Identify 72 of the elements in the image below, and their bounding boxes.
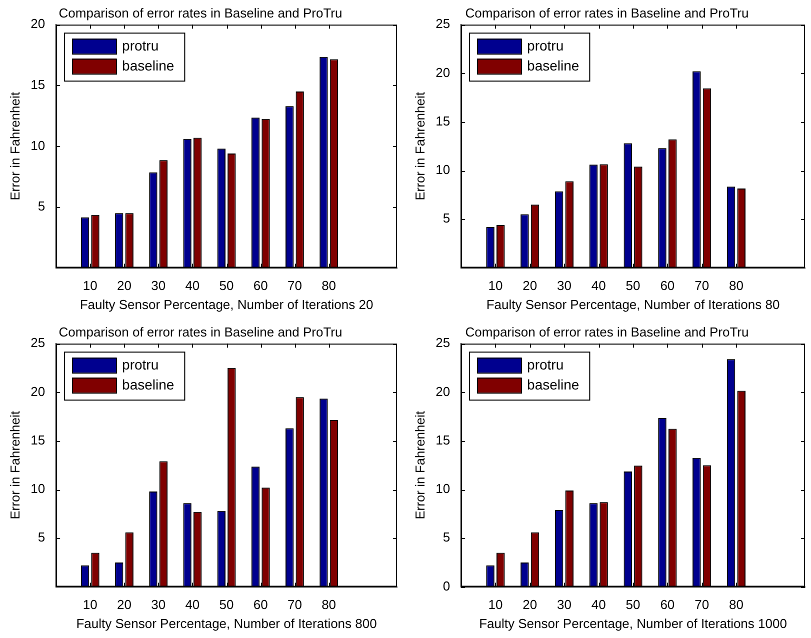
x-tick-label: 50 xyxy=(219,278,234,294)
legend-label: protru xyxy=(527,37,564,54)
x-tick-label: 40 xyxy=(591,278,606,294)
y-tick-label: 10 xyxy=(436,481,450,496)
x-tick-label: 70 xyxy=(287,597,302,612)
x-tick-label: 10 xyxy=(82,597,98,612)
y-tick-label: 0 xyxy=(442,578,450,594)
chart-title: Comparison of error rates in Baseline and ProTru xyxy=(465,5,749,20)
legend-label: baseline xyxy=(527,376,580,392)
y-axis-title: Error in Fahrenheit xyxy=(412,92,428,200)
y-tick-label: 10 xyxy=(436,162,450,178)
x-axis-title: Faulty Sensor Percentage, Number of Iterations 800 xyxy=(76,616,377,631)
y-tick-label: 20 xyxy=(436,64,450,80)
x-tick-label: 40 xyxy=(185,597,200,612)
x-tick-label: 80 xyxy=(728,597,744,612)
x-tick-label: 10 xyxy=(488,278,503,294)
x-tick-label: 20 xyxy=(522,278,538,294)
y-axis-title: Error in Fahrenheit xyxy=(7,410,22,520)
x-axis-title: Faulty Sensor Percentage, Number of Iterations 1000 xyxy=(479,616,787,631)
x-tick-label: 60 xyxy=(253,597,268,612)
x-tick-label: 20 xyxy=(522,597,538,612)
chart-title: Comparison of error rates in Baseline and ProTru xyxy=(58,324,342,340)
x-tick-label: 30 xyxy=(557,597,572,612)
y-tick-label: 15 xyxy=(436,113,450,128)
y-tick-label: 25 xyxy=(436,335,450,350)
x-tick-label: 20 xyxy=(117,278,132,294)
y-tick-label: 10 xyxy=(30,481,46,496)
y-tick-label: 15 xyxy=(30,76,46,92)
legend-label: protru xyxy=(527,356,564,372)
x-tick-label: 10 xyxy=(488,597,503,612)
x-tick-label: 60 xyxy=(660,278,675,294)
y-tick-label: 5 xyxy=(38,530,46,545)
y-tick-label: 20 xyxy=(436,384,450,399)
y-tick-label: 20 xyxy=(30,384,46,399)
y-tick-label: 5 xyxy=(442,530,450,545)
x-tick-label: 50 xyxy=(626,278,640,294)
y-tick-label: 10 xyxy=(30,138,46,153)
x-tick-label: 70 xyxy=(694,597,710,612)
x-tick-label: 80 xyxy=(322,597,336,612)
x-tick-label: 70 xyxy=(287,278,302,294)
x-axis-title: Faulty Sensor Percentage, Number of Iterations 80 xyxy=(486,296,780,312)
x-tick-label: 30 xyxy=(557,278,572,294)
x-tick-label: 70 xyxy=(694,278,710,294)
x-tick-label: 40 xyxy=(185,278,200,294)
legend-label: baseline xyxy=(122,376,174,392)
x-tick-label: 20 xyxy=(117,597,132,612)
chart-title: Comparison of error rates in Baseline and ProTru xyxy=(465,324,749,340)
legend-label: baseline xyxy=(527,57,580,74)
legend-label: protru xyxy=(122,37,159,54)
x-tick-label: 10 xyxy=(82,278,98,294)
x-tick-label: 30 xyxy=(151,597,166,612)
x-tick-label: 80 xyxy=(728,278,744,294)
y-tick-label: 20 xyxy=(30,16,46,32)
y-tick-label: 15 xyxy=(436,432,450,448)
x-tick-label: 40 xyxy=(591,597,606,612)
y-tick-label: 25 xyxy=(436,16,450,32)
x-tick-label: 50 xyxy=(219,597,234,612)
y-tick-label: 5 xyxy=(442,210,450,226)
legend-label: protru xyxy=(122,356,159,372)
y-axis-title: Error in Fahrenheit xyxy=(412,410,428,520)
x-tick-label: 30 xyxy=(151,278,166,294)
x-tick-label: 50 xyxy=(626,597,640,612)
x-tick-label: 60 xyxy=(253,278,268,294)
x-axis-title: Faulty Sensor Percentage, Number of Iterations 20 xyxy=(80,296,374,312)
y-tick-label: 15 xyxy=(30,432,46,448)
x-tick-label: 60 xyxy=(660,597,675,612)
y-axis-title: Error in Fahrenheit xyxy=(7,92,22,200)
legend-label: baseline xyxy=(122,57,174,74)
y-tick-label: 5 xyxy=(38,198,46,214)
chart-title: Comparison of error rates in Baseline and ProTru xyxy=(58,5,342,20)
y-tick-label: 25 xyxy=(30,335,46,350)
x-tick-label: 80 xyxy=(322,278,336,294)
